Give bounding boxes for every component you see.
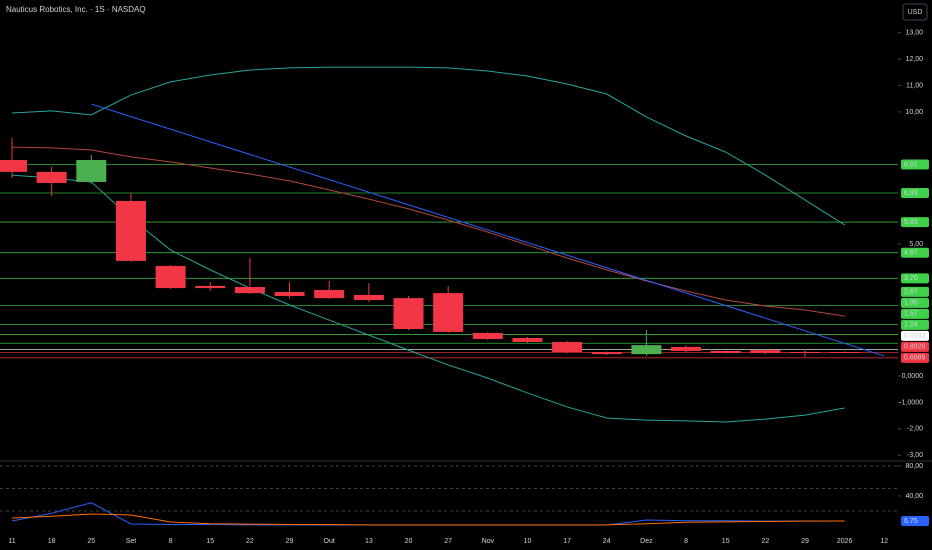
candle-body <box>274 292 305 297</box>
x-tick-label: Dez <box>640 538 653 545</box>
price-label: 6,93 <box>904 190 918 197</box>
price-label: 6,75 <box>904 518 918 525</box>
candle-body <box>710 350 741 354</box>
x-tick-label: 22 <box>246 538 254 545</box>
indicator-line <box>11 66 845 226</box>
y-tick-label: -2,00 <box>907 426 923 433</box>
candle-body <box>671 346 702 351</box>
candle-body <box>750 350 781 354</box>
candle-body <box>234 287 265 294</box>
candle-body <box>314 289 345 299</box>
price-label: 1,24 <box>904 322 918 329</box>
candle-body <box>433 293 464 332</box>
x-tick-label: 29 <box>286 538 294 545</box>
x-tick-label: 17 <box>563 538 571 545</box>
y-tick-label: 13,00 <box>905 30 923 37</box>
candle-body <box>790 351 820 354</box>
price-label-bg <box>901 341 929 352</box>
candle-body <box>631 345 662 355</box>
price-label-bg <box>901 217 929 228</box>
indicator-line <box>11 174 845 423</box>
price-label: 0,8920 <box>904 344 926 351</box>
candle-body <box>829 351 860 353</box>
x-tick-label: 8 <box>169 538 173 545</box>
price-label: 0,9993 <box>904 333 926 340</box>
price-label-bg <box>901 308 929 319</box>
y-tick-label: 0,0000 <box>902 373 924 380</box>
y-tick-label: 80,00 <box>905 463 923 470</box>
x-tick-label: Nov <box>482 538 495 545</box>
price-label: 0,6889 <box>904 355 926 362</box>
y-tick-label: 10,00 <box>905 109 923 116</box>
candle-body <box>591 351 622 355</box>
x-tick-label: 11 <box>8 538 15 545</box>
x-tick-label: 18 <box>48 538 56 545</box>
candle-body <box>115 200 146 261</box>
x-tick-label: Out <box>324 538 335 545</box>
y-tick-label: 12,00 <box>905 56 923 63</box>
price-label: 1,95 <box>904 300 918 307</box>
x-tick-label: 8 <box>684 538 688 545</box>
y-tick-label: 5,00 <box>909 241 923 248</box>
x-tick-label: Set <box>126 538 137 545</box>
x-tick-label: 10 <box>524 538 532 545</box>
y-tick-label: -3,00 <box>907 452 923 459</box>
candle-body <box>552 341 583 352</box>
currency[interactable]: USD <box>908 9 923 16</box>
price-label-bg <box>901 297 929 308</box>
price-label-bg <box>901 286 929 297</box>
x-tick-label: 27 <box>444 538 452 545</box>
price-label: 1,57 <box>904 311 918 318</box>
x-tick-label: 13 <box>365 538 373 545</box>
candle-body <box>76 160 107 182</box>
x-tick-label: 12 <box>880 538 888 545</box>
price-label-bg <box>901 188 929 199</box>
x-tick-label: 15 <box>206 538 214 545</box>
price-label: 4,67 <box>904 250 918 257</box>
candle-body <box>155 265 186 289</box>
price-label: 2,67 <box>904 289 918 296</box>
x-tick-label: 22 <box>761 538 769 545</box>
candle-body <box>195 285 226 289</box>
currency-button[interactable] <box>902 3 928 21</box>
price-label: 5,83 <box>904 219 918 226</box>
x-tick-label: 24 <box>603 538 611 545</box>
price-label-bg <box>901 319 929 330</box>
y-tick-label: 40,00 <box>905 493 923 500</box>
y-tick-label: -1,0000 <box>899 399 923 406</box>
oscillator-line <box>11 513 845 526</box>
x-tick-label: 15 <box>722 538 730 545</box>
candle-body <box>472 332 503 340</box>
candle-body <box>353 294 384 300</box>
price-label: 3,70 <box>904 275 918 282</box>
x-tick-label: 20 <box>405 538 413 545</box>
candle-body <box>0 160 27 172</box>
candle-body <box>36 171 67 183</box>
y-tick-label: 11,00 <box>906 82 923 89</box>
x-tick-label: 29 <box>801 538 809 545</box>
price-label-bg <box>901 330 929 341</box>
x-tick-label: 25 <box>87 538 95 545</box>
price-label-bg <box>901 273 929 284</box>
indicator-line <box>11 146 845 317</box>
price-label-bg <box>901 352 929 363</box>
candle-body <box>512 338 543 342</box>
x-tick-label: 2026 <box>837 538 853 545</box>
price-label-bg <box>901 159 929 170</box>
price-label-bg <box>901 515 929 526</box>
trendline <box>91 103 885 357</box>
candle-body <box>393 298 424 330</box>
chart-title: Nauticus Robotics, Inc. · 1S · NASDAQ <box>6 5 146 14</box>
price-label: 8,01 <box>904 161 918 168</box>
price-label-bg <box>901 247 929 258</box>
